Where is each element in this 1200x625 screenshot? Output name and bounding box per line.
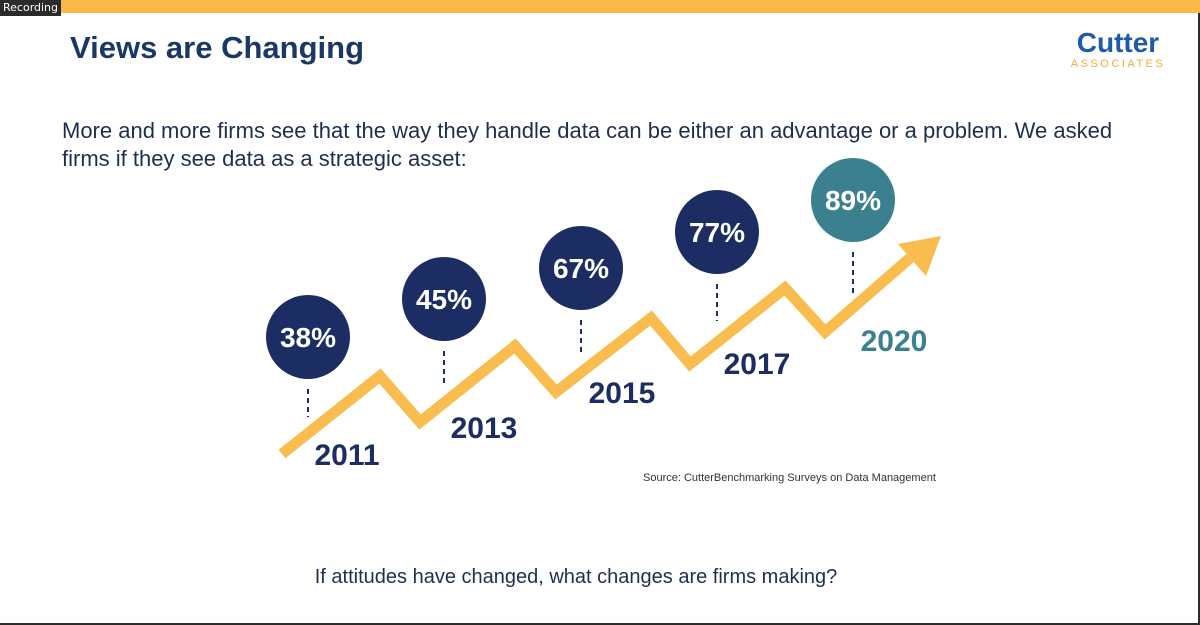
- year-label-2013: 2013: [451, 412, 518, 445]
- value-label-2017: 77%: [689, 217, 745, 248]
- bubble-2017: [675, 190, 759, 274]
- logo-subtitle: ASSOCIATES: [1070, 58, 1166, 70]
- window-frame-right: [1198, 13, 1200, 625]
- intro-text: More and more firms see that the way the…: [62, 118, 1113, 171]
- trend-arrow-head: [898, 236, 941, 276]
- year-label-2011: 2011: [314, 439, 379, 472]
- year-label-2020: 2020: [861, 325, 928, 358]
- value-label-2015: 67%: [553, 253, 609, 284]
- trend-arrow-line: [278, 253, 914, 459]
- top-accent-bar: [0, 0, 1200, 13]
- value-label-2013: 45%: [416, 284, 472, 315]
- bubble-2015: [539, 226, 623, 310]
- value-label-2020: 89%: [825, 185, 881, 216]
- year-label-2015: 2015: [589, 377, 656, 410]
- window-frame-bottom: [0, 623, 1200, 625]
- slide-title: Views are Changing: [70, 30, 365, 65]
- source-note: Source: CutterBenchmarking Surveys on Da…: [643, 472, 936, 484]
- recording-indicator: Recording: [0, 0, 62, 16]
- logo-name: Cutter: [1076, 27, 1160, 58]
- value-label-2011: 38%: [280, 322, 336, 353]
- bubble-2011: [266, 295, 350, 379]
- closing-question: If attitudes have changed, what changes …: [314, 566, 838, 588]
- year-label-2017: 2017: [724, 348, 791, 381]
- bubble-2020: [811, 158, 895, 242]
- cutter-logo: Cutter ASSOCIATES: [1068, 28, 1168, 71]
- bubble-2013: [402, 257, 486, 341]
